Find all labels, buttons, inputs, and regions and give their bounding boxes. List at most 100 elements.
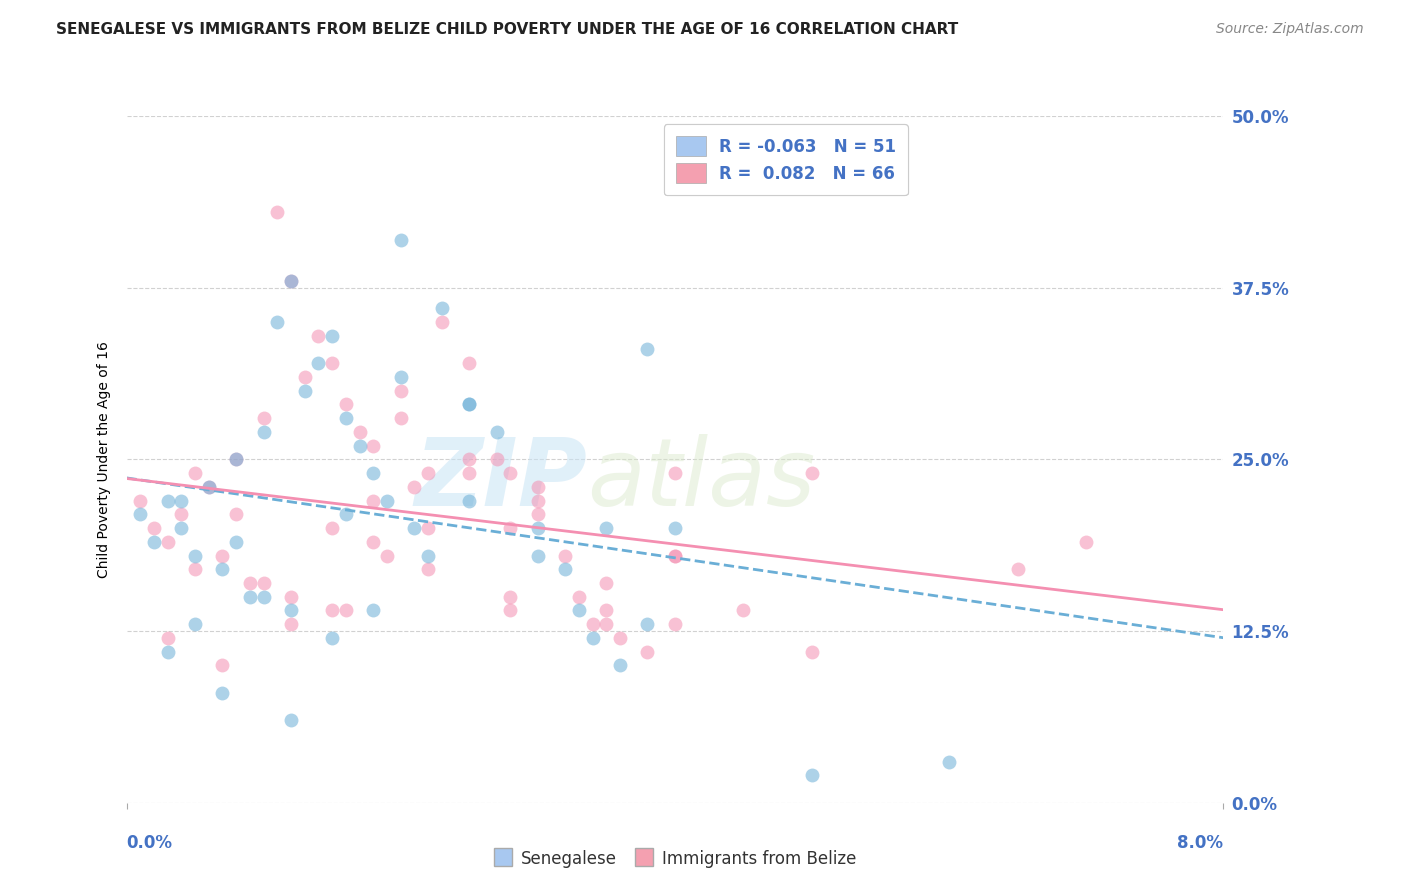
Point: [335, 508, 357, 522]
Point: [664, 521, 686, 535]
Point: [609, 631, 631, 645]
Point: [582, 617, 605, 632]
Point: [363, 534, 385, 549]
Point: [664, 466, 686, 480]
Point: [170, 493, 193, 508]
Point: [349, 439, 371, 453]
Point: [143, 534, 166, 549]
Point: [363, 466, 385, 480]
Point: [308, 328, 330, 343]
Legend: R = -0.063   N = 51, R =  0.082   N = 66: R = -0.063 N = 51, R = 0.082 N = 66: [664, 124, 908, 195]
Point: [170, 508, 193, 522]
Point: [389, 370, 412, 384]
Point: [266, 205, 288, 219]
Point: [527, 480, 550, 494]
Point: [458, 397, 481, 411]
Point: [294, 384, 316, 398]
Point: [211, 686, 233, 700]
Point: [321, 603, 343, 617]
Point: [664, 549, 686, 563]
Point: [321, 328, 343, 343]
Point: [595, 603, 617, 617]
Point: [156, 645, 179, 659]
Point: [253, 425, 276, 439]
Point: [404, 521, 426, 535]
Point: [197, 480, 219, 494]
Point: [458, 493, 481, 508]
Point: [294, 370, 316, 384]
Point: [280, 617, 302, 632]
Point: [225, 508, 247, 522]
Point: [458, 466, 481, 480]
Point: [225, 452, 247, 467]
Point: [239, 576, 262, 591]
Point: [129, 508, 152, 522]
Text: Source: ZipAtlas.com: Source: ZipAtlas.com: [1216, 22, 1364, 37]
Point: [253, 411, 276, 425]
Point: [595, 617, 617, 632]
Point: [266, 315, 288, 329]
Point: [637, 645, 659, 659]
Point: [389, 411, 412, 425]
Point: [225, 452, 247, 467]
Point: [225, 534, 247, 549]
Point: [211, 549, 233, 563]
Point: [801, 768, 824, 782]
Point: [499, 603, 522, 617]
Point: [609, 658, 631, 673]
Point: [458, 397, 481, 411]
Point: [568, 590, 591, 604]
Point: [211, 658, 233, 673]
Point: [184, 562, 207, 576]
Point: [527, 521, 550, 535]
Point: [375, 549, 398, 563]
Text: 8.0%: 8.0%: [1177, 834, 1223, 852]
Point: [184, 549, 207, 563]
Point: [335, 411, 357, 425]
Text: ZIP: ZIP: [415, 434, 588, 526]
Point: [664, 617, 686, 632]
Point: [582, 631, 605, 645]
Point: [554, 549, 576, 563]
Point: [349, 425, 371, 439]
Point: [458, 452, 481, 467]
Point: [184, 617, 207, 632]
Point: [308, 356, 330, 370]
Point: [595, 576, 617, 591]
Point: [156, 631, 179, 645]
Point: [499, 521, 522, 535]
Point: [156, 493, 179, 508]
Point: [418, 549, 440, 563]
Point: [239, 590, 262, 604]
Point: [1076, 534, 1098, 549]
Point: [280, 714, 302, 728]
Point: [485, 425, 508, 439]
Legend: Senegalese, Immigrants from Belize: Senegalese, Immigrants from Belize: [486, 843, 863, 875]
Point: [527, 549, 550, 563]
Point: [418, 521, 440, 535]
Point: [499, 590, 522, 604]
Text: atlas: atlas: [588, 434, 815, 525]
Point: [801, 466, 824, 480]
Point: [595, 521, 617, 535]
Point: [458, 356, 481, 370]
Y-axis label: Child Poverty Under the Age of 16: Child Poverty Under the Age of 16: [97, 341, 111, 578]
Point: [211, 562, 233, 576]
Point: [404, 480, 426, 494]
Point: [554, 562, 576, 576]
Point: [801, 645, 824, 659]
Point: [170, 521, 193, 535]
Point: [418, 562, 440, 576]
Point: [280, 274, 302, 288]
Point: [129, 493, 152, 508]
Point: [197, 480, 219, 494]
Point: [568, 603, 591, 617]
Text: 0.0%: 0.0%: [127, 834, 173, 852]
Point: [156, 534, 179, 549]
Point: [485, 452, 508, 467]
Point: [375, 493, 398, 508]
Point: [363, 439, 385, 453]
Point: [938, 755, 960, 769]
Point: [418, 466, 440, 480]
Point: [527, 508, 550, 522]
